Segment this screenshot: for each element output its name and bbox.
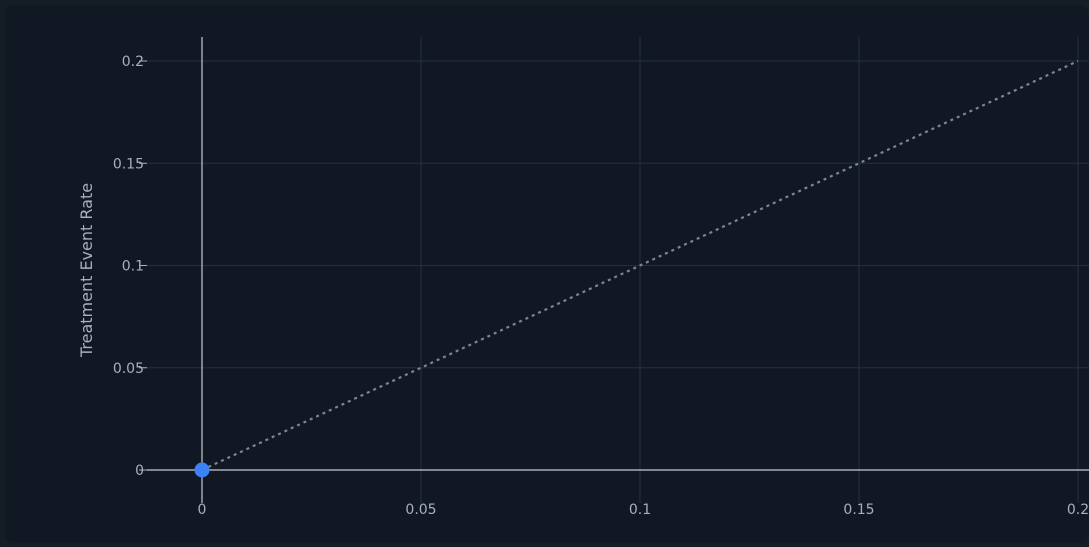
reference-line-group [201,60,1079,471]
y-axis-label: Treatment Event Rate [77,183,96,358]
y-tick-label: 0.15 [113,156,144,172]
axes [139,37,1089,503]
y-tick-label: 0.2 [122,54,144,70]
data-point [194,462,210,478]
reference-line [201,60,1079,471]
x-tick-label: 0.05 [405,502,436,518]
y-tick-label: 0.1 [122,259,144,275]
x-tick-label: 0.2 [1067,502,1089,518]
x-tick-label: 0.1 [629,502,651,518]
y-tick-label: 0.05 [113,361,144,377]
x-tick-labels: 0 0.05 0.1 0.15 0.2 [198,502,1089,518]
chart-panel: 0 0.05 0.1 0.15 0.2 0 0.05 0.1 0.15 0.2 Treatmen… [5,5,1089,543]
data-points [194,462,210,478]
x-tick-label: 0.15 [843,502,874,518]
y-tick-label: 0 [135,463,144,479]
chart-svg: 0 0.05 0.1 0.15 0.2 0 0.05 0.1 0.15 0.2 Treatmen… [77,37,1089,518]
y-tick-labels: 0 0.05 0.1 0.15 0.2 [113,54,144,479]
grid-lines [147,37,1089,503]
x-tick-label: 0 [198,502,207,518]
